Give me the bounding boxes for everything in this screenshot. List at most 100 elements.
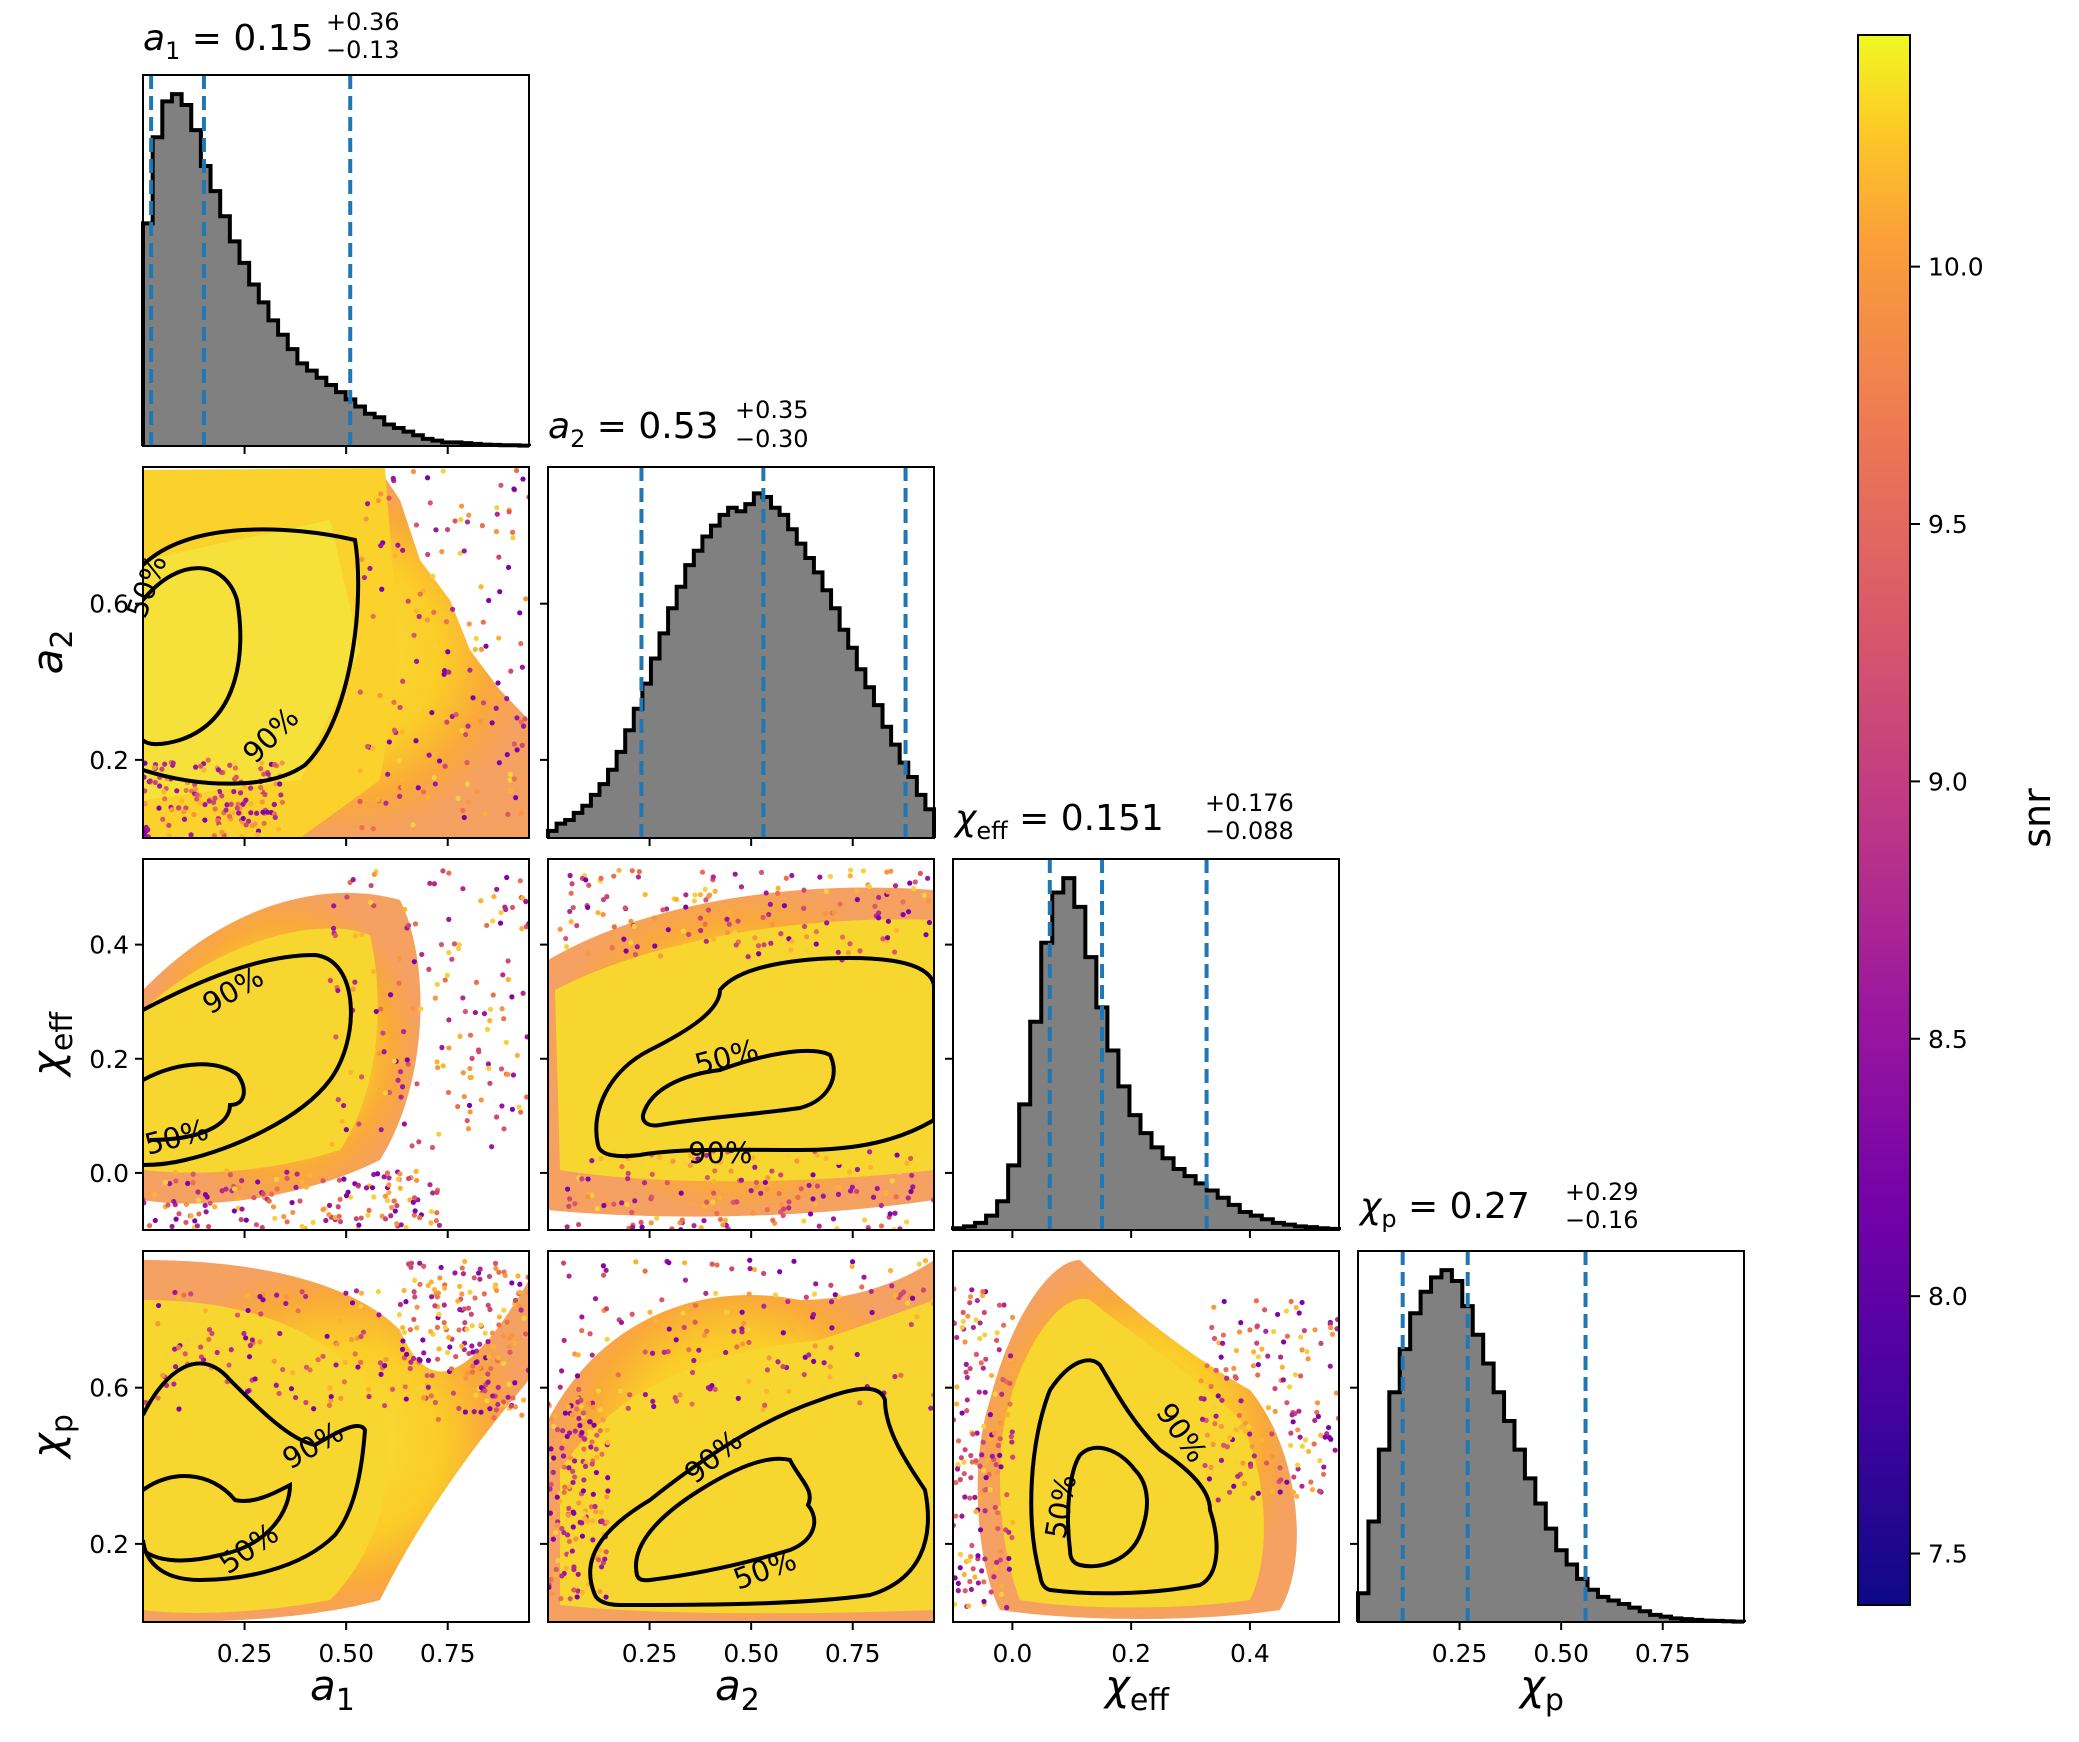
scatter-point bbox=[243, 822, 249, 828]
scatter-point bbox=[988, 1589, 994, 1595]
scatter-point bbox=[961, 1459, 967, 1465]
scatter-point bbox=[487, 1080, 493, 1086]
scatter-point bbox=[898, 1372, 904, 1378]
scatter-point bbox=[567, 1596, 573, 1602]
scatter-point bbox=[460, 807, 466, 814]
scatter-point bbox=[512, 1340, 518, 1346]
scatter-point bbox=[505, 1071, 511, 1078]
scatter-point bbox=[510, 535, 516, 541]
scatter-point bbox=[352, 933, 359, 939]
scatter-point bbox=[202, 1307, 209, 1314]
scatter-point bbox=[226, 813, 233, 819]
scatter-point bbox=[278, 792, 284, 798]
scatter-point bbox=[353, 1288, 360, 1294]
scatter-point bbox=[326, 1211, 332, 1218]
scatter-point bbox=[452, 518, 458, 524]
x-tick-label: 0.75 bbox=[420, 1639, 476, 1668]
scatter-point bbox=[463, 1375, 469, 1381]
histogram-fill bbox=[1358, 1270, 1744, 1622]
scatter-point bbox=[231, 1208, 237, 1214]
scatter-point bbox=[978, 1360, 984, 1366]
scatter-point bbox=[571, 1510, 577, 1516]
scatter-point bbox=[444, 719, 450, 725]
scatter-point bbox=[265, 771, 271, 777]
scatter-point bbox=[1208, 1464, 1214, 1470]
scatter-point bbox=[232, 765, 239, 771]
scatter-point bbox=[561, 1337, 567, 1343]
scatter-point bbox=[269, 1191, 275, 1197]
scatter-point bbox=[821, 1386, 828, 1392]
scatter-point bbox=[1009, 1314, 1016, 1321]
scatter-point bbox=[239, 1206, 245, 1212]
scatter-point bbox=[498, 482, 504, 488]
scatter-point bbox=[507, 1349, 513, 1355]
scatter-point bbox=[381, 1049, 387, 1055]
scatter-point bbox=[1000, 1376, 1006, 1383]
scatter-point bbox=[478, 1097, 484, 1103]
x-axis-label-chi-p: χp bbox=[1518, 1661, 1564, 1718]
scatter-point bbox=[469, 1323, 475, 1329]
scatter-point bbox=[569, 1548, 575, 1554]
scatter-point bbox=[778, 1172, 784, 1178]
scatter-point bbox=[637, 1160, 644, 1166]
scatter-point bbox=[504, 874, 510, 881]
scatter-point bbox=[402, 1384, 408, 1390]
scatter-point bbox=[557, 926, 563, 932]
scatter-point bbox=[260, 1297, 266, 1303]
scatter-point bbox=[683, 892, 689, 898]
scatter-point bbox=[1001, 1322, 1007, 1328]
scatter-point bbox=[484, 1026, 491, 1032]
scatter-point bbox=[594, 1157, 600, 1164]
scatter-point bbox=[987, 1487, 993, 1493]
scatter-point bbox=[1255, 1372, 1261, 1378]
scatter-point bbox=[969, 1542, 975, 1549]
scatter-point bbox=[994, 1559, 1000, 1565]
scatter-point bbox=[955, 1588, 961, 1594]
scatter-point bbox=[248, 810, 254, 816]
scatter-point bbox=[258, 1311, 264, 1317]
scatter-point bbox=[631, 923, 637, 929]
scatter-point bbox=[335, 1097, 341, 1103]
scatter-point bbox=[621, 936, 627, 942]
scatter-point bbox=[567, 1455, 574, 1461]
scatter-point bbox=[274, 1292, 280, 1298]
scatter-point bbox=[1327, 1363, 1333, 1369]
scatter-point bbox=[467, 1065, 473, 1072]
scatter-point bbox=[386, 1089, 393, 1096]
scatter-point bbox=[272, 814, 278, 821]
scatter-point bbox=[364, 743, 371, 750]
scatter-point bbox=[509, 1280, 515, 1286]
scatter-point bbox=[467, 667, 473, 673]
scatter-point bbox=[723, 1309, 730, 1315]
scatter-point bbox=[411, 1212, 418, 1218]
scatter-point bbox=[293, 1184, 299, 1190]
scatter-point bbox=[505, 811, 511, 817]
scatter-point bbox=[460, 1070, 466, 1076]
scatter-point bbox=[628, 939, 634, 946]
scatter-point bbox=[337, 1196, 343, 1202]
scatter-point bbox=[425, 1282, 431, 1289]
title-a1: a1 = 0.15 +0.36 −0.13 bbox=[143, 8, 400, 65]
scatter-point bbox=[400, 1324, 406, 1331]
scatter-point bbox=[594, 1454, 600, 1461]
scatter-point bbox=[1263, 1328, 1269, 1334]
scatter-point bbox=[356, 1222, 362, 1228]
scatter-point bbox=[235, 1195, 241, 1201]
scatter-point bbox=[885, 918, 892, 924]
scatter-point bbox=[421, 1395, 427, 1401]
scatter-point bbox=[516, 1303, 522, 1309]
scatter-point bbox=[1296, 1310, 1302, 1316]
scatter-point bbox=[485, 1339, 491, 1345]
scatter-point bbox=[965, 1603, 972, 1609]
scatter-point bbox=[511, 776, 517, 782]
scatter-point bbox=[1218, 1354, 1224, 1360]
scatter-point bbox=[493, 1407, 500, 1413]
scatter-point bbox=[472, 1295, 478, 1301]
scatter-point bbox=[333, 1034, 339, 1040]
scatter-point bbox=[1004, 1492, 1010, 1498]
scatter-point bbox=[216, 788, 223, 795]
scatter-point bbox=[561, 1529, 567, 1536]
scatter-point bbox=[461, 814, 467, 821]
scatter-point bbox=[562, 1484, 568, 1490]
scatter-point bbox=[504, 752, 510, 758]
